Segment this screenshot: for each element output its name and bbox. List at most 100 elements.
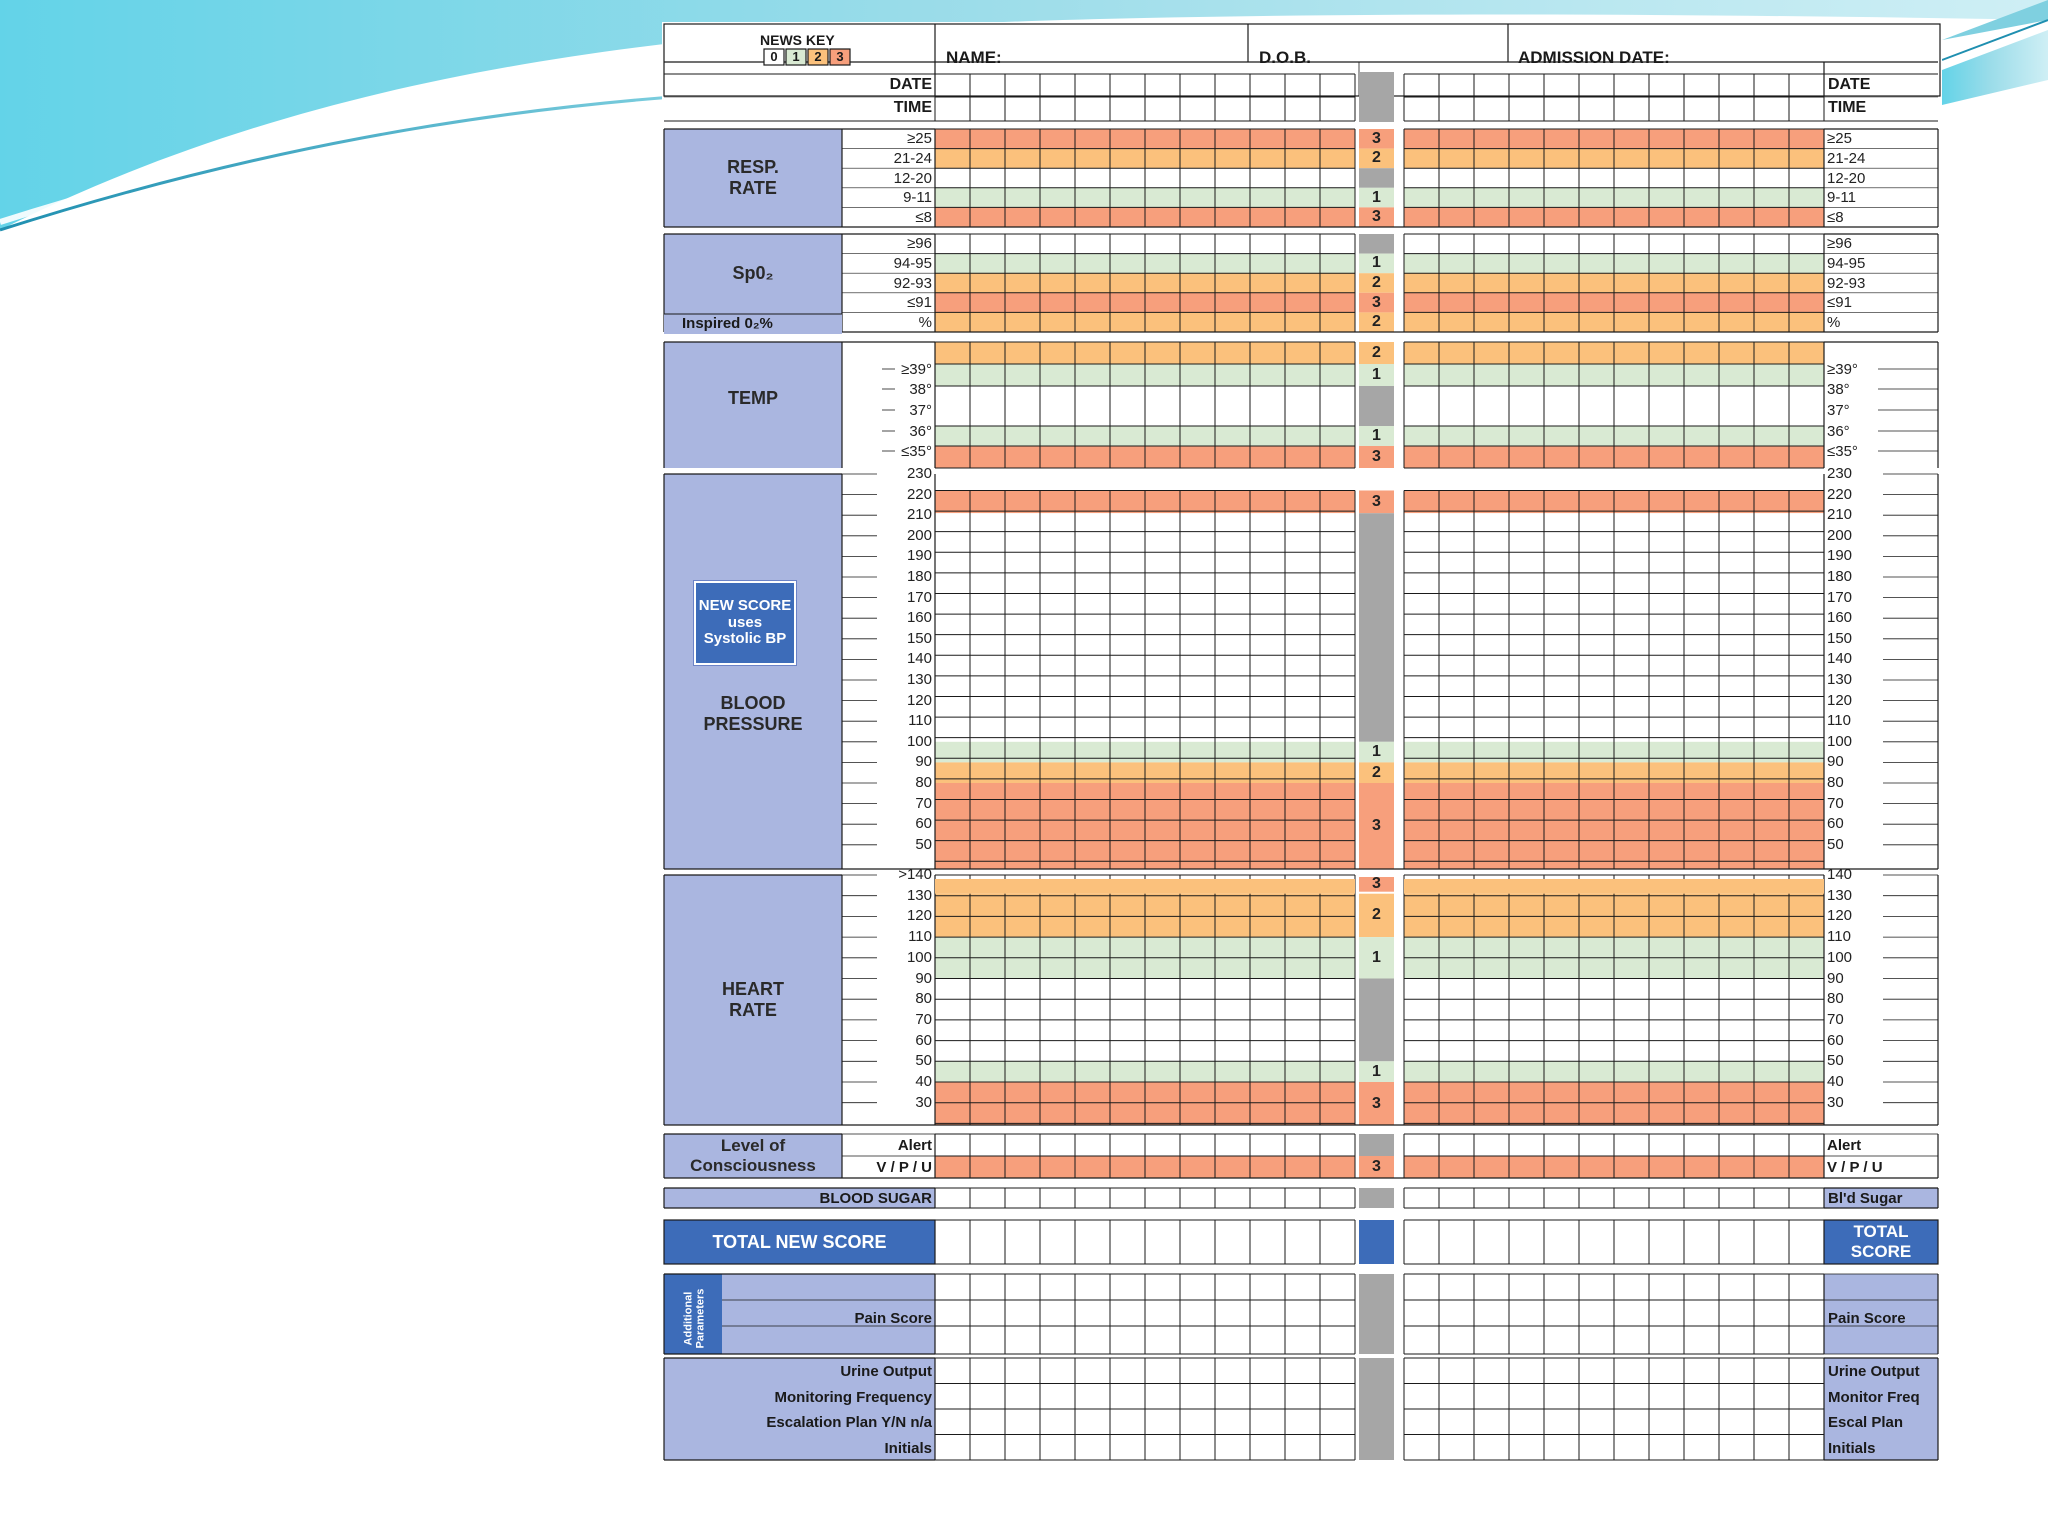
bp-new-score-note: NEW SCORE uses Systolic BP xyxy=(693,580,797,666)
total-label-block xyxy=(663,1219,936,1265)
bp-right-label-16: 70 xyxy=(1827,794,1844,812)
hr-right-label-2: 120 xyxy=(1827,907,1853,925)
hr-value-label-1: 130 xyxy=(906,886,932,904)
additional-parameters-vertical-label: Additional Parameters xyxy=(682,1288,706,1349)
bp-right-label-6: 170 xyxy=(1827,588,1853,606)
resp-score-4: 3 xyxy=(1372,208,1381,226)
temp-right-label-3: 36° xyxy=(1827,423,1850,440)
hr-right-label-1: 130 xyxy=(1827,886,1853,904)
temp-score-1: 1 xyxy=(1372,366,1381,383)
spo2-right-label-0: ≥96 xyxy=(1827,235,1852,253)
bp-right-label-0: 230 xyxy=(1827,465,1853,482)
additional-score-cell xyxy=(1359,1274,1394,1354)
resp-score-cell-4 xyxy=(1359,207,1394,227)
hr-top-band-cells-right[interactable] xyxy=(1404,879,1824,894)
hr-right-label-7: 70 xyxy=(1827,1010,1844,1028)
date-label-right: DATE xyxy=(1828,76,1871,93)
bp-right-label-4: 190 xyxy=(1827,547,1853,565)
spo2-value-label-3: ≤91 xyxy=(907,294,932,312)
spo2-right-label-1: 94-95 xyxy=(1827,254,1866,272)
hr-right-label-9: 50 xyxy=(1827,1052,1844,1070)
loc-right-label-1: V / P / U xyxy=(1827,1159,1883,1176)
hr-score-1: 2 xyxy=(1372,906,1381,924)
pain-score-label: Pain Score xyxy=(854,1310,932,1327)
resp-right-label-2: 12-20 xyxy=(1827,169,1866,187)
temp-right-label-1: 38° xyxy=(1827,381,1850,398)
news-key-value-2: 2 xyxy=(814,49,822,64)
blood-sugar-right-label: Bl'd Sugar xyxy=(1828,1190,1903,1207)
hr-value-label-6: 80 xyxy=(915,990,932,1008)
bp-right-label-17: 60 xyxy=(1827,815,1844,833)
loc-score-cell-1 xyxy=(1359,1156,1394,1178)
bp-right-label-8: 150 xyxy=(1827,629,1853,647)
hr-score-cell-3 xyxy=(1359,978,1394,1062)
hr-value-label-7: 70 xyxy=(915,1010,932,1028)
bp-value-label-14: 90 xyxy=(915,753,932,771)
header-box xyxy=(663,23,1941,97)
temp-score-0: 2 xyxy=(1372,344,1381,361)
bp-label-block xyxy=(664,474,842,869)
spo2-value-label-0: ≥96 xyxy=(907,235,932,253)
hr-right-label-5: 90 xyxy=(1827,969,1844,987)
temp-right-label-2: 37° xyxy=(1827,402,1850,419)
spo2-right-label-4: % xyxy=(1827,313,1841,331)
hr-value-label-8: 60 xyxy=(915,1031,932,1049)
bp-value-label-7: 160 xyxy=(906,609,932,627)
bp-value-label-6: 170 xyxy=(906,588,932,606)
bp-right-label-2: 210 xyxy=(1827,506,1853,524)
resp-score-0: 3 xyxy=(1372,129,1381,147)
hr-score-cell-0 xyxy=(1359,877,1394,892)
hr-value-label-9: 50 xyxy=(915,1052,932,1070)
bp-score-0: 3 xyxy=(1372,492,1381,510)
hr-value-label-3: 110 xyxy=(908,928,932,946)
spo2-score-cell-3 xyxy=(1359,292,1394,313)
news-key-score-3 xyxy=(829,48,851,66)
temp-value-label-4: ≤35° xyxy=(901,443,932,460)
hr-right-label-11: 30 xyxy=(1827,1093,1844,1111)
bp-right-label-3: 200 xyxy=(1827,526,1853,544)
spo2-right-label-3: ≤91 xyxy=(1827,294,1852,312)
total-score-right-label: TOTAL SCORE xyxy=(1850,1222,1912,1261)
hr-value-label-4: 100 xyxy=(906,948,932,966)
bp-right-label-10: 130 xyxy=(1827,671,1853,688)
bp-score-cell-0 xyxy=(1359,490,1394,514)
bp-value-label-16: 70 xyxy=(915,794,932,812)
news-observation-chart: NEWS KEY 0 1 2 3 NAME: D.O.B. ADMISSION DATE: DA… xyxy=(662,22,1942,1472)
bp-right-label-15: 80 xyxy=(1827,774,1844,791)
time-label-left: TIME xyxy=(893,99,932,116)
resp-score-3: 1 xyxy=(1372,188,1381,206)
resp-score-cell-0 xyxy=(1359,129,1394,149)
bottom-left-label-3: Initials xyxy=(884,1439,932,1457)
news-key-score-1 xyxy=(785,48,807,66)
dob-label: D.O.B. xyxy=(1259,48,1311,67)
hr-value-label-11: 30 xyxy=(915,1093,932,1111)
loc-value-label-1: V / P / U xyxy=(876,1159,932,1176)
spo2-title: Sp0₂ xyxy=(732,262,774,283)
bp-right-label-9: 140 xyxy=(1827,650,1853,668)
bp-score-cell-4 xyxy=(1359,783,1394,869)
bp-score-cell-3 xyxy=(1359,762,1394,783)
score-column-header xyxy=(1359,72,1394,122)
resp-score-cell-2 xyxy=(1359,168,1394,188)
loc-label-block xyxy=(664,1134,842,1178)
news-key-score-2 xyxy=(807,48,829,66)
temp-score-cell-4 xyxy=(1359,446,1394,468)
loc-score-cell-0 xyxy=(1359,1134,1394,1156)
admission-date-label: ADMISSION DATE: xyxy=(1518,48,1670,67)
resp-title: RESP. RATE xyxy=(727,157,779,198)
resp-value-label-3: 9-11 xyxy=(903,189,932,207)
spo2-inspired-block xyxy=(664,314,842,334)
loc-title: Level of Consciousness xyxy=(690,1136,816,1175)
temp-score-cell-2 xyxy=(1359,386,1394,426)
bp-value-label-8: 150 xyxy=(906,629,932,647)
hr-value-label-0: >140 xyxy=(898,866,932,883)
hr-top-band-cells-left[interactable] xyxy=(935,879,1355,894)
hr-right-label-6: 80 xyxy=(1827,990,1844,1008)
resp-right-label-3: 9-11 xyxy=(1827,189,1856,207)
hr-score-cell-2 xyxy=(1359,937,1394,979)
bp-right-label-11: 120 xyxy=(1827,691,1853,709)
bottom-left-label-0: Urine Output xyxy=(840,1363,932,1380)
bp-value-label-13: 100 xyxy=(906,732,932,750)
bottom-score-cell xyxy=(1359,1358,1394,1460)
news-key-value-3: 3 xyxy=(836,49,844,64)
